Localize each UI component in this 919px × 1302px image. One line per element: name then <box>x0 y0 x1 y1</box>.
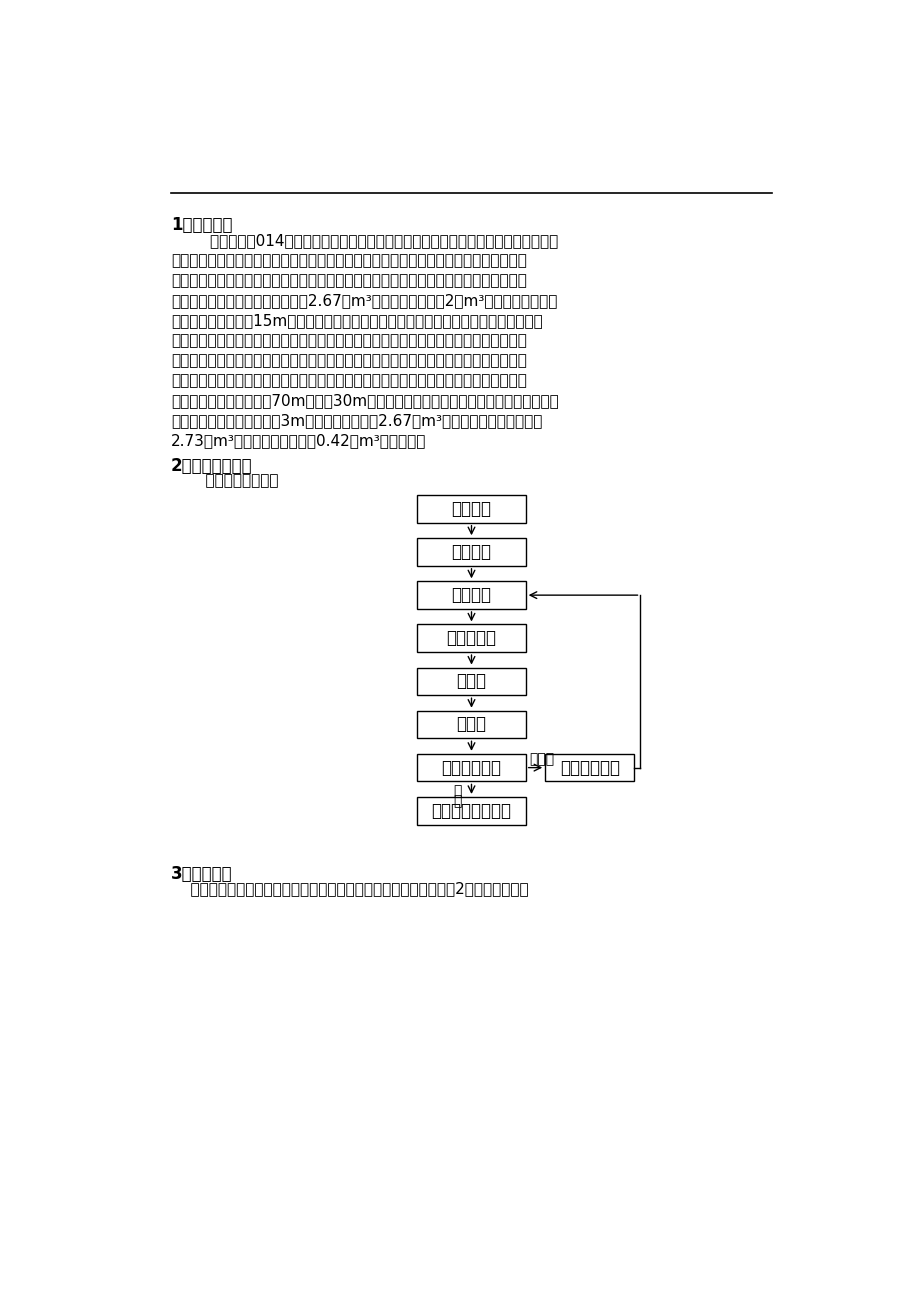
Text: 石方开挖必须自上而下进行，开挖施工时根据现场情况必须把最后2排孔施钻成施工: 石方开挖必须自上而下进行，开挖施工时根据现场情况必须把最后2排孔施钻成施工 <box>171 881 528 897</box>
Bar <box>417 495 525 523</box>
Text: 根据坝设字014号通知在现已填筑形成的坝体石渣区下游与排水棱体上游之间，需要: 根据坝设字014号通知在现已填筑形成的坝体石渣区下游与排水棱体上游之间，需要 <box>171 233 558 249</box>
Text: 钻　孔: 钻 孔 <box>456 672 486 690</box>
Text: 进入下一梯段开挖: 进入下一梯段开挖 <box>431 802 511 820</box>
Text: 作业面平整: 作业面平整 <box>446 629 496 647</box>
Bar <box>417 797 525 824</box>
Text: 2、施工工艺流程: 2、施工工艺流程 <box>171 457 252 474</box>
Text: 段爆破时需要形成一个宽约3m的马道。为开采出2.67万m³的新鲜石渣料需要开采出: 段爆破时需要形成一个宽约3m的马道。为开采出2.67万m³的新鲜石渣料需要开采出 <box>171 414 541 428</box>
Bar <box>417 581 525 609</box>
Bar <box>417 754 525 781</box>
Text: 3、施工方法: 3、施工方法 <box>171 865 233 883</box>
Text: 检查爆破效果: 检查爆破效果 <box>441 759 501 776</box>
Text: 破。爆破出的风化岩石渣料用于石渣料下游与堆石排水棱体上游之间以外部分石渣料的填: 破。爆破出的风化岩石渣料用于石渣料下游与堆石排水棱体上游之间以外部分石渣料的填 <box>171 353 526 368</box>
Text: 想: 想 <box>453 794 461 807</box>
Text: 现场剩余石渣料以及卡巴石料场实际勘察，决定在卡巴石料场开采用于该区填筑用的石渣: 现场剩余石渣料以及卡巴石料场实际勘察，决定在卡巴石料场开采用于该区填筑用的石渣 <box>171 273 526 288</box>
Text: 料储备情况为：表层15m左右为腐植土以及风化岩，不能用于石渣料下游与堆石排水棱体: 料储备情况为：表层15m左右为腐植土以及风化岩，不能用于石渣料下游与堆石排水棱体 <box>171 314 542 328</box>
Bar <box>417 668 525 695</box>
Text: 填筑新鲜石渣料。目前剩余石渣料均为风化岩石渣料，不能用于该区的填筑。我部通过对: 填筑新鲜石渣料。目前剩余石渣料均为风化岩石渣料，不能用于该区的填筑。我部通过对 <box>171 254 526 268</box>
Text: 测量放样: 测量放样 <box>451 543 491 561</box>
Text: 筑。为达到对环境的保护以及水库在建成后期还田复耕的目的，石渣料开采需要顺原开挖: 筑。为达到对环境的保护以及水库在建成后期还田复耕的目的，石渣料开采需要顺原开挖 <box>171 374 526 388</box>
Bar <box>417 538 525 566</box>
Bar <box>417 711 525 738</box>
Text: 钻爆设计: 钻爆设计 <box>451 586 491 604</box>
Text: 边线进行，形成一个长约70m，宽约30m的开采范围。为保证边坡的稳定性，在每一个梯: 边线进行，形成一个长约70m，宽约30m的开采范围。为保证边坡的稳定性，在每一个… <box>171 393 558 409</box>
Text: 不理想: 不理想 <box>528 753 553 766</box>
Text: 理: 理 <box>453 784 461 798</box>
Text: 技术交底: 技术交底 <box>451 500 491 518</box>
Text: 施工工艺流程图：: 施工工艺流程图： <box>186 474 278 488</box>
Text: 料。通过计算需要开采新鲜石渣料2.67万m³，折合石方开采方2万m³。现卡把石料场石: 料。通过计算需要开采新鲜石渣料2.67万m³，折合石方开采方2万m³。现卡把石料… <box>171 293 557 309</box>
Bar <box>417 625 525 652</box>
Text: 上游之间的填筑，石渣料开采需要在爆破处理掉表层风化岩的基础上进行新鲜石渣料的爆: 上游之间的填筑，石渣料开采需要在爆破处理掉表层风化岩的基础上进行新鲜石渣料的爆 <box>171 333 526 349</box>
Text: 爆　破: 爆 破 <box>456 716 486 733</box>
Text: 1、概况说明: 1、概况说明 <box>171 216 233 234</box>
Text: 2.73万m³，的风化岩石渣料和0.42万m³的腐植土。: 2.73万m³，的风化岩石渣料和0.42万m³的腐植土。 <box>171 434 425 448</box>
Text: 爆破参数修正: 爆破参数修正 <box>559 759 619 776</box>
Bar <box>545 754 633 781</box>
